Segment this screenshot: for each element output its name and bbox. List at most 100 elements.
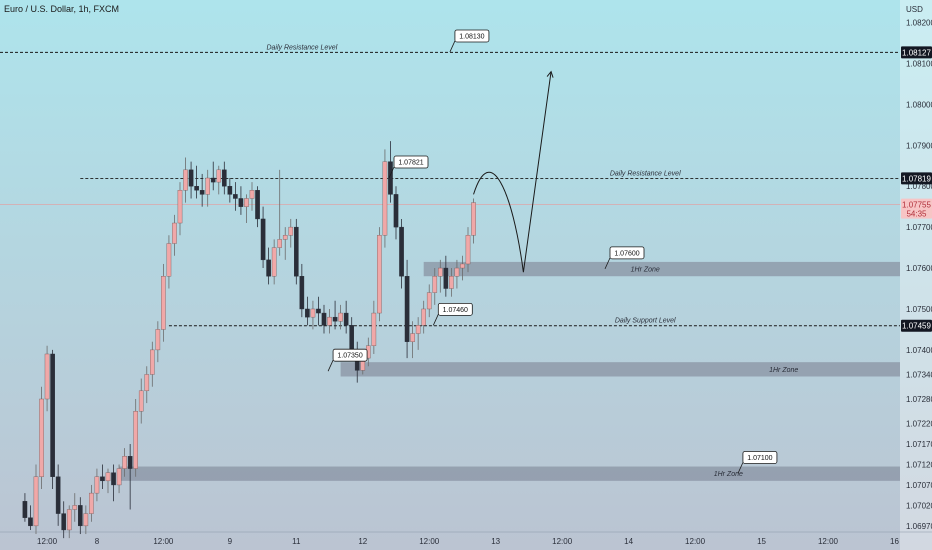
x-tick-label: 12:00 xyxy=(552,537,573,546)
candle-body xyxy=(377,235,382,314)
candle-body xyxy=(122,456,127,469)
x-tick-label: 12:00 xyxy=(153,537,174,546)
candle-body xyxy=(471,202,476,236)
zone-label: 1Hr Zone xyxy=(769,367,798,374)
candle-body xyxy=(343,312,349,326)
candle-body xyxy=(271,247,277,277)
callout-label: 1.07350 xyxy=(337,353,362,360)
y-tick-label: 1.08100 xyxy=(906,59,932,68)
callout-pointer xyxy=(388,166,395,179)
candle-body xyxy=(404,276,410,342)
callout-box xyxy=(609,246,645,260)
candle-body xyxy=(244,198,249,207)
y-tick-label: 1.07600 xyxy=(906,264,932,273)
candle-body xyxy=(138,390,144,412)
callout-label: 1.07600 xyxy=(614,250,639,257)
x-tick-label: 15 xyxy=(757,537,766,546)
candle-body xyxy=(233,194,238,199)
y-tick-label: 1.08000 xyxy=(906,100,932,109)
candle-body xyxy=(127,456,133,469)
level-label: Daily Resistance Level xyxy=(266,44,337,51)
y-tick-label: 1.07280 xyxy=(906,395,932,404)
price-tag xyxy=(901,172,932,185)
candle-body xyxy=(66,509,72,531)
callout-box xyxy=(393,155,429,169)
candle-body xyxy=(266,259,271,277)
candle-body xyxy=(172,222,177,244)
candle-body xyxy=(155,329,161,351)
x-tick-label: 12:00 xyxy=(685,537,706,546)
zone-label: 1Hr Zone xyxy=(631,267,660,274)
candle-body xyxy=(305,308,310,318)
candle-body xyxy=(188,169,194,187)
support-zone xyxy=(340,362,901,377)
price-tag xyxy=(901,198,932,219)
candle-body xyxy=(327,316,332,326)
y-tick-label: 1.07070 xyxy=(906,481,932,490)
candle-body xyxy=(443,267,449,289)
candle-body xyxy=(177,190,183,224)
level-label: Daily Support Level xyxy=(615,318,676,325)
candle-body xyxy=(111,472,116,486)
candle-body xyxy=(432,276,438,293)
countdown-label: 54:35 xyxy=(906,210,927,219)
candle-body xyxy=(349,325,354,351)
candle-body xyxy=(55,476,61,514)
candle-body xyxy=(438,267,443,277)
candle-body xyxy=(28,517,33,527)
candle-body xyxy=(321,312,327,326)
x-tick-label: 12:00 xyxy=(419,537,440,546)
candle-body xyxy=(371,312,377,346)
candle-body xyxy=(332,316,338,322)
y-tick-label: 1.07120 xyxy=(906,460,932,469)
candle-body xyxy=(410,333,415,342)
price-tag xyxy=(901,46,932,59)
candle-body xyxy=(249,190,255,199)
candle-body xyxy=(50,353,55,477)
y-tick-label: 1.07340 xyxy=(906,370,932,379)
candle-body xyxy=(33,476,39,527)
candle-body xyxy=(61,513,66,531)
callout-box xyxy=(332,348,368,362)
candle-body xyxy=(89,492,94,514)
candle-body xyxy=(316,308,321,314)
candle-body xyxy=(94,476,100,494)
y-tick-label: 1.07800 xyxy=(906,182,932,191)
candle-body xyxy=(39,398,44,477)
price-tag-label: 1.07819 xyxy=(902,174,931,183)
y-tick-label: 1.07020 xyxy=(906,501,932,510)
candle-body xyxy=(166,243,172,277)
candle-body xyxy=(78,505,83,527)
candle-body xyxy=(426,292,432,310)
candle-body xyxy=(294,226,299,277)
candle-body xyxy=(421,308,426,326)
x-tick-label: 8 xyxy=(95,537,100,546)
candle-body xyxy=(161,276,166,330)
candle-body xyxy=(144,374,150,392)
zone-label: 1Hr Zone xyxy=(714,471,743,478)
candle-body xyxy=(465,235,471,265)
candle-body xyxy=(194,185,199,191)
candle-body xyxy=(210,177,216,183)
callout-pointer xyxy=(737,462,744,474)
chart-title: Euro / U.S. Dollar, 1h, FXCM xyxy=(4,4,119,14)
y-tick-label: 1.07700 xyxy=(906,223,932,232)
x-tick-label: 9 xyxy=(228,537,233,546)
candle-body xyxy=(338,312,343,322)
callout-label: 1.07821 xyxy=(398,160,423,167)
candle-body xyxy=(72,505,78,510)
candle-body xyxy=(399,226,404,277)
price-tag-label: 1.07459 xyxy=(902,322,931,331)
y-tick-label: 1.07500 xyxy=(906,305,932,314)
candle-body xyxy=(449,276,454,289)
x-tick-label: 13 xyxy=(491,537,500,546)
x-tick-label: 11 xyxy=(292,537,301,546)
y-tick-label: 1.08200 xyxy=(906,19,932,28)
candle-body xyxy=(282,235,288,240)
x-tick-label: 12 xyxy=(358,537,367,546)
callout-pointer xyxy=(449,40,456,53)
x-tick-label: 16 xyxy=(890,537,899,546)
candle-body xyxy=(199,190,205,195)
candle-body xyxy=(83,513,89,527)
